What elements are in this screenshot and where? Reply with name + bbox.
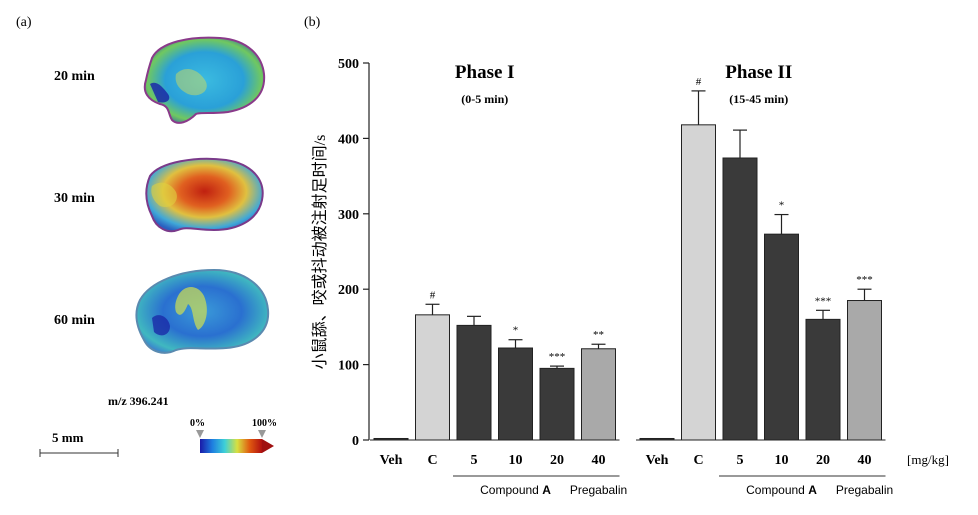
bar-40 [847, 300, 882, 441]
group-label: Compound A [746, 483, 817, 497]
significance-label: # [696, 76, 702, 88]
y-tick-label: 300 [338, 208, 359, 223]
scale-bar-label: 5 mm [52, 430, 84, 445]
x-tick-label: Veh [380, 453, 403, 468]
bar-chart: 0 100 200 300 400 500 小鼠舔、咬或抖动被注射足时间/s Phase I (… [311, 57, 949, 497]
panel-1: Phase I (0-5 min) Veh # C 5 * 10 *** 20 ** 40 Compou… [370, 62, 627, 497]
bar-C [681, 124, 716, 441]
panel-b-label: (b) [304, 15, 321, 30]
y-tick-label: 500 [338, 57, 359, 72]
significance-label: * [513, 325, 519, 337]
y-tick-label: 200 [338, 283, 359, 298]
x-tick-label: 20 [550, 453, 564, 468]
panel-a-label: (a) [16, 15, 32, 30]
bar-Veh [373, 437, 409, 441]
y-axis-label: 小鼠舔、咬或抖动被注射足时间/s [311, 135, 329, 370]
panel-subtitle: (0-5 min) [461, 92, 508, 106]
significance-label: *** [856, 274, 873, 286]
mz-label: m/z 396.241 [108, 394, 169, 408]
colorbar: 0% 100% [190, 418, 277, 453]
y-tick-label: 400 [338, 132, 359, 147]
panel-2: Phase II (15-45 min) Veh # C 5 * 10 *** 20 *** 40 Co… [636, 62, 893, 497]
time-label-60: 60 min [54, 313, 95, 328]
bar-40 [581, 348, 616, 441]
group-label: Compound A [480, 483, 551, 497]
significance-label: *** [549, 351, 566, 363]
bar-20 [805, 318, 841, 441]
x-tick-label: 40 [592, 453, 606, 468]
bar-5 [456, 324, 492, 441]
colorbar-arrow [262, 439, 274, 453]
time-label-30: 30 min [54, 191, 95, 206]
x-tick-label: 40 [858, 453, 872, 468]
colorbar-min-label: 0% [190, 418, 205, 429]
x-tick-label: 10 [775, 453, 789, 468]
x-tick-label: C [427, 453, 437, 468]
x-tick-label: Veh [646, 453, 669, 468]
x-tick-label: 20 [816, 453, 830, 468]
x-tick-label: 10 [509, 453, 523, 468]
brain-image-30min [145, 157, 264, 233]
significance-label: * [779, 200, 785, 212]
significance-label: # [430, 289, 436, 301]
bar-C [415, 314, 450, 441]
brain-image-20min [143, 36, 266, 124]
significance-label: ** [593, 329, 604, 341]
x-tick-label: 5 [737, 453, 744, 468]
x-tick-label: C [693, 453, 703, 468]
colorbar-gradient [200, 439, 262, 453]
group-label: Pregabalin [836, 483, 893, 497]
scale-bar: 5 mm [39, 430, 119, 457]
panel-title: Phase I [455, 62, 515, 83]
y-tick-label: 100 [338, 359, 359, 374]
bar-Veh [639, 437, 675, 441]
group-label: Pregabalin [570, 483, 627, 497]
bar-10 [764, 233, 799, 441]
significance-label: *** [815, 295, 832, 307]
y-tick-label: 0 [352, 434, 359, 449]
colorbar-max-label: 100% [252, 418, 277, 429]
panel-subtitle: (15-45 min) [729, 92, 788, 106]
x-tick-label: 5 [471, 453, 478, 468]
unit-label: [mg/kg] [907, 452, 949, 467]
bar-20 [539, 367, 575, 441]
colorbar-max-marker [258, 430, 266, 438]
bar-10 [498, 347, 533, 441]
brain-image-60min [135, 268, 270, 354]
panel-title: Phase II [725, 62, 792, 83]
time-label-20: 20 min [54, 69, 95, 84]
bar-5 [722, 157, 758, 441]
colorbar-min-marker [196, 430, 204, 438]
